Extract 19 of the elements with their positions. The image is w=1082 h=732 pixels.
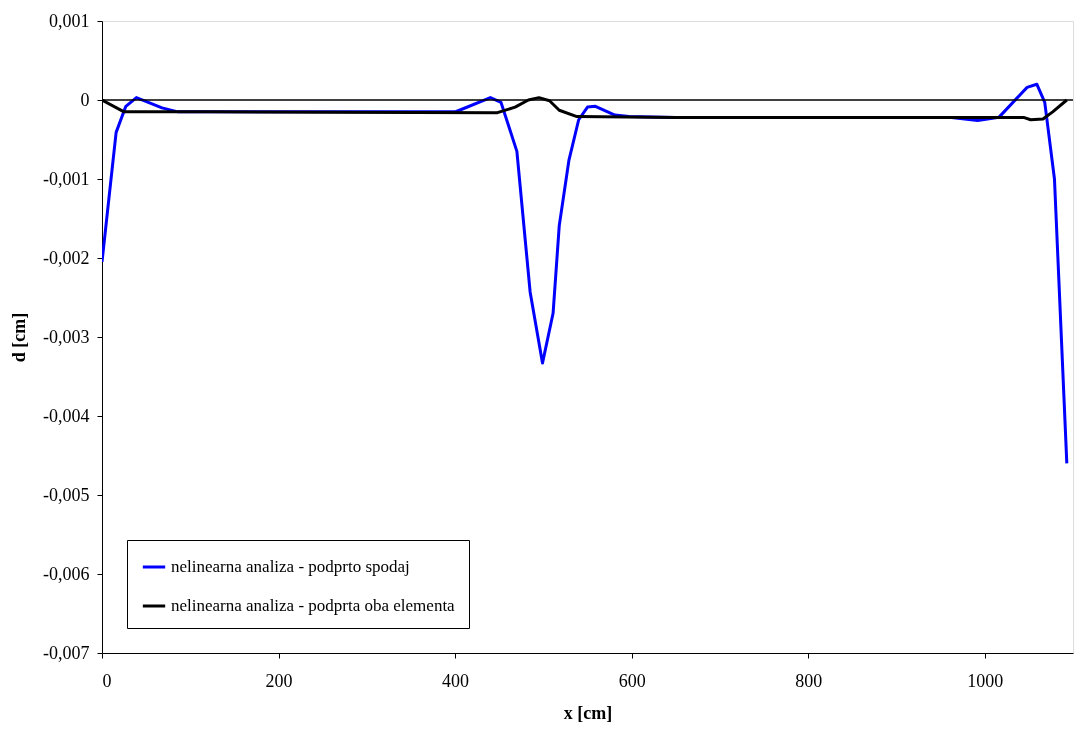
y-tick-label: -0,001 (43, 168, 90, 189)
y-tick-label: -0,003 (43, 326, 90, 347)
x-tick-label: 600 (618, 670, 646, 691)
x-tick-label: 0 (102, 670, 112, 691)
y-axis-title: d [cm] (9, 312, 30, 363)
y-tick-label: -0,007 (43, 642, 90, 663)
y-tick-label: -0,002 (43, 247, 90, 268)
x-tick-label: 800 (795, 670, 823, 691)
y-tick-label: -0,005 (43, 484, 90, 505)
legend-label: nelinearna analiza - podprta oba elementa (171, 596, 456, 615)
legend-label: nelinearna analiza - podprto spodaj (171, 557, 410, 576)
y-tick-label: -0,004 (43, 405, 90, 426)
x-tick-label: 400 (442, 670, 470, 691)
x-tick-label: 1000 (967, 670, 1004, 691)
y-tick-label: 0,001 (49, 10, 90, 31)
y-tick-label: 0 (80, 89, 90, 110)
x-axis-title: x [cm] (563, 702, 613, 723)
x-tick-label: 200 (265, 670, 293, 691)
y-tick-label: -0,006 (43, 563, 90, 584)
